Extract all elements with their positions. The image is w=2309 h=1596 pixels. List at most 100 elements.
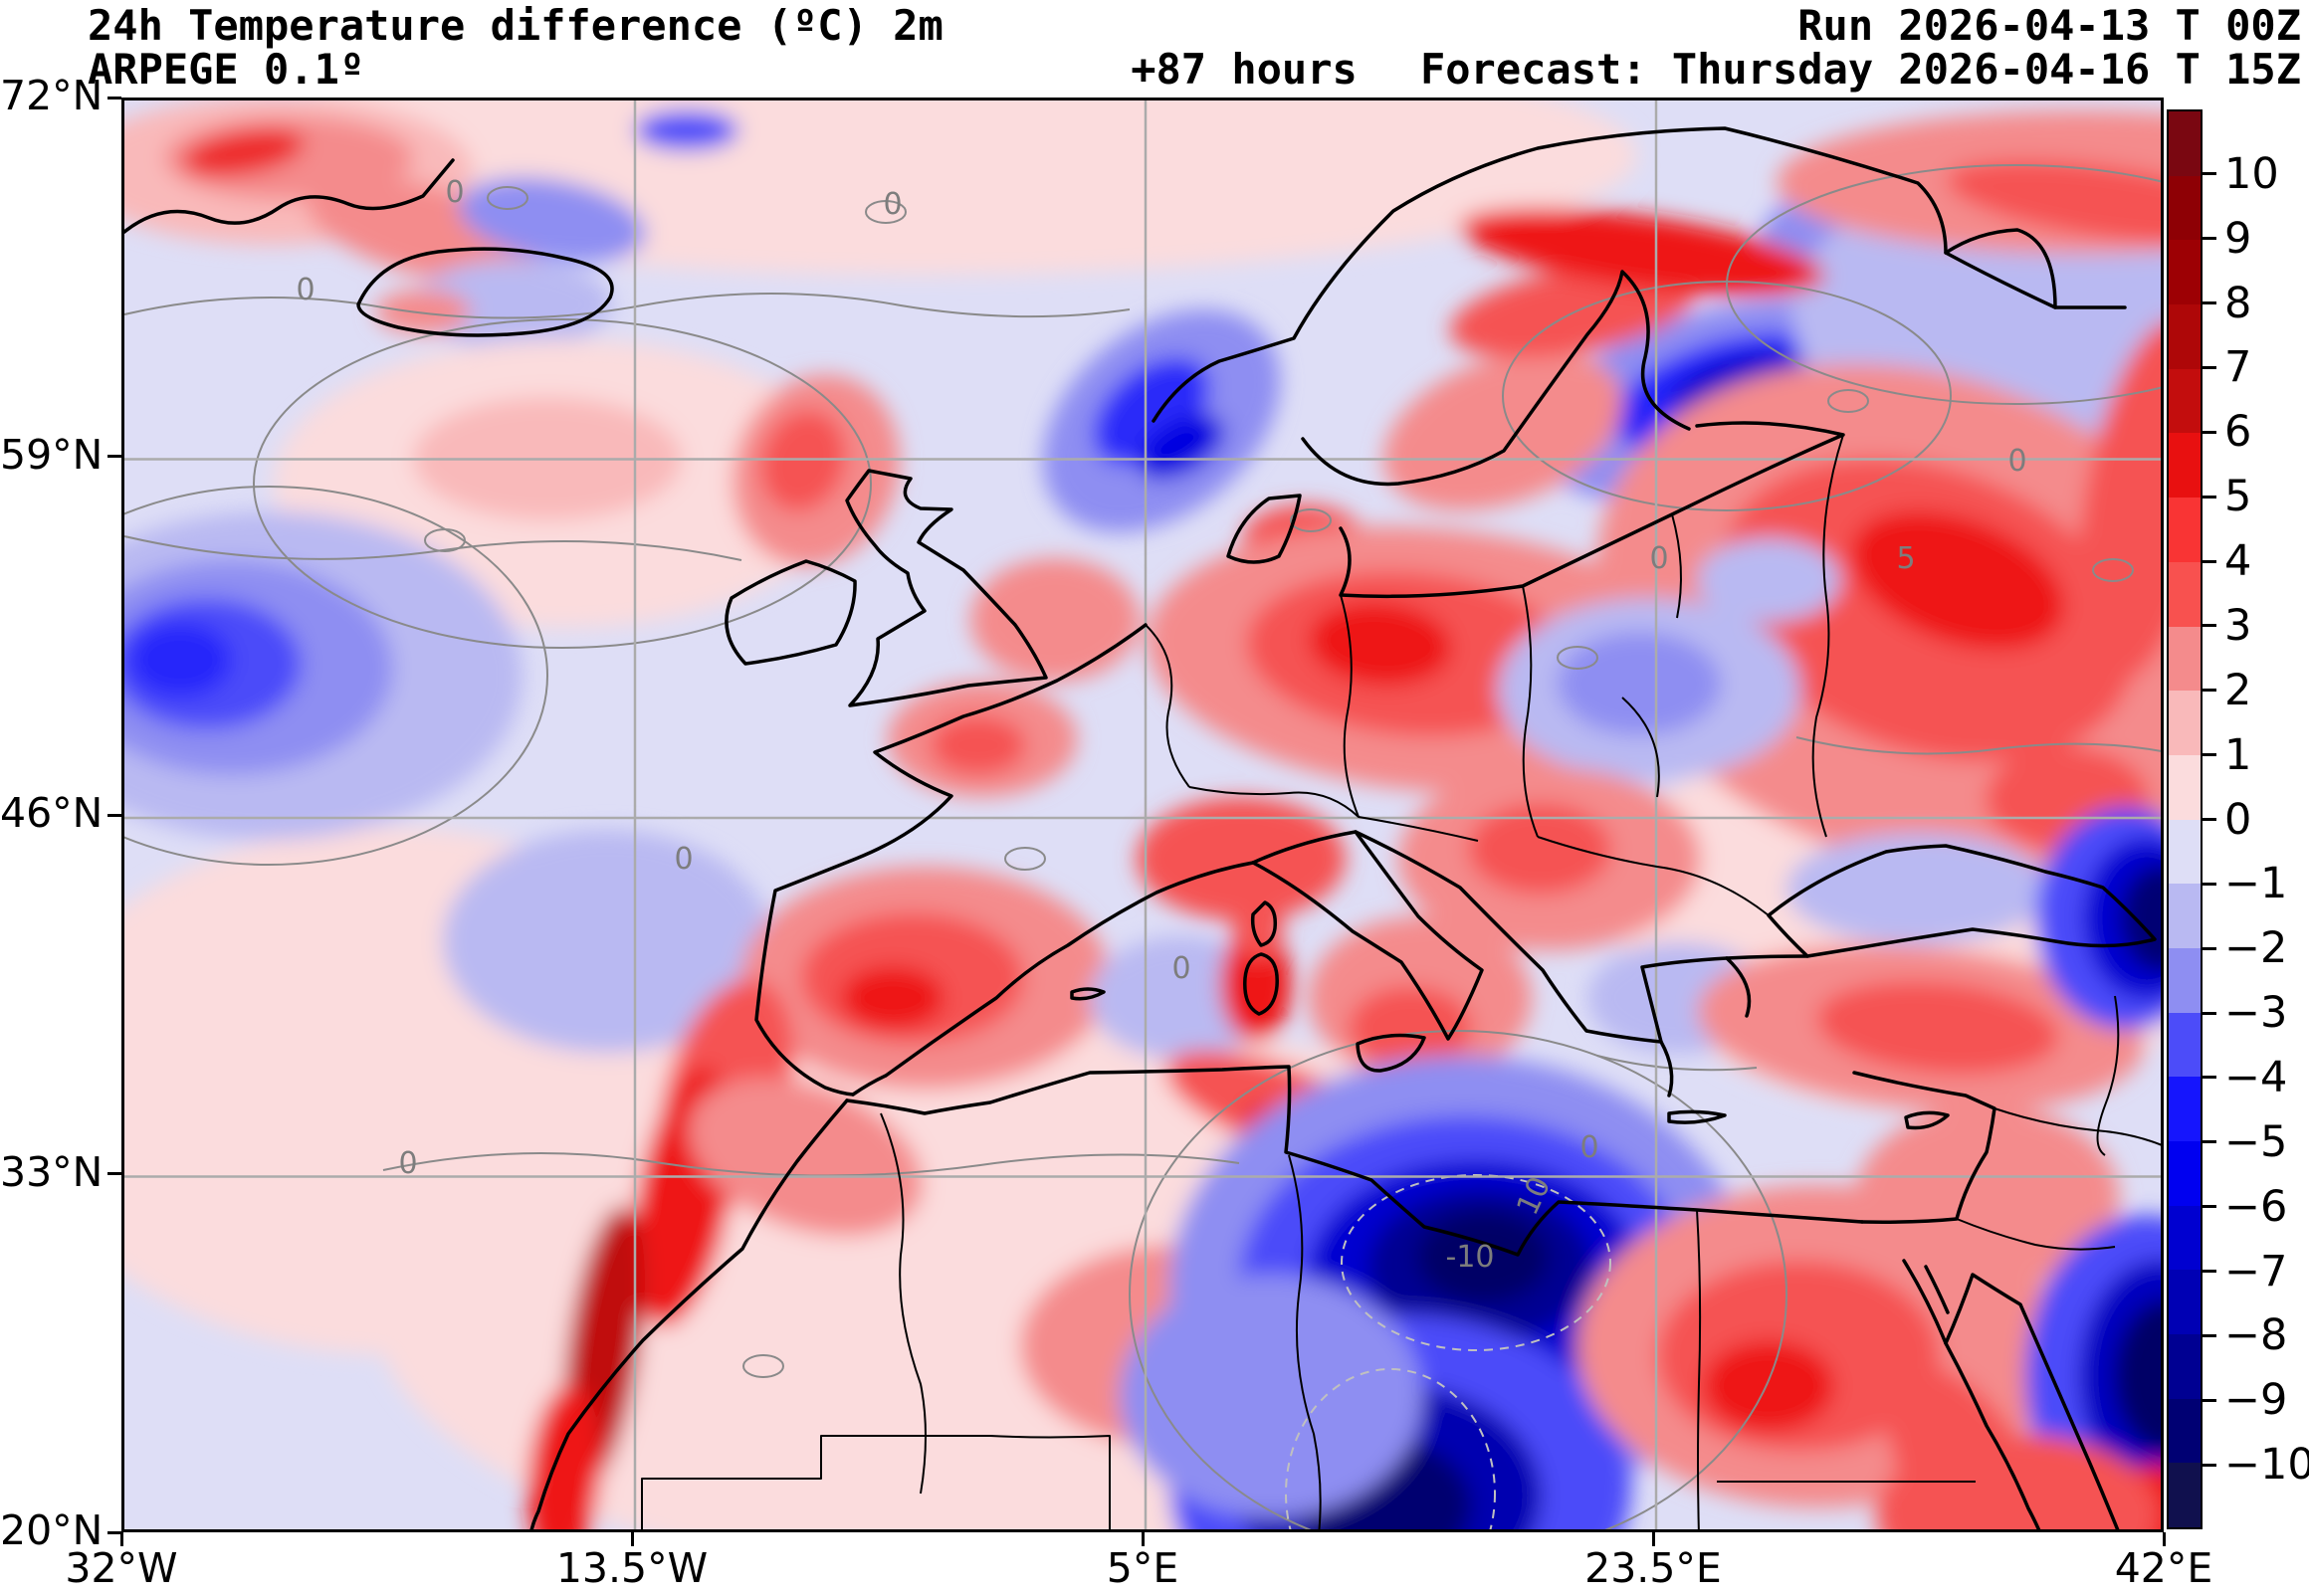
colorbar-segment (2169, 626, 2201, 692)
colorbar-tick-mark (2203, 1398, 2216, 1402)
coastline (1852, 1071, 1996, 1224)
y-tick-mark (107, 455, 121, 458)
colorbar-tick-mark (2203, 365, 2216, 369)
anomaly-blob (970, 558, 1140, 682)
colorbar-segment (2169, 691, 2201, 755)
y-tick-mark (107, 1530, 121, 1534)
anomaly-blob (689, 1078, 924, 1237)
colorbar-segment (2169, 1077, 2201, 1141)
forecast-timestamp: Forecast: Thursday 2026-04-16 T 15Z (1419, 45, 2301, 94)
colorbar-tick-mark (2203, 753, 2216, 757)
coastline (1902, 1259, 2041, 1529)
coastline (725, 559, 857, 666)
y-tick-label: 59°N (0, 430, 104, 479)
contour-value-label: 0 (1579, 1130, 1598, 1165)
x-tick-mark (119, 1532, 123, 1546)
country-border (641, 1435, 1111, 1529)
coastline (1251, 830, 1484, 1041)
country-border (1522, 585, 1539, 838)
y-tick-label: 33°N (0, 1147, 104, 1196)
x-tick-label: 42°E (2114, 1544, 2213, 1592)
contour-ring (1129, 1030, 1787, 1529)
page-title: 24h Temperature difference (ºC) 2m (88, 1, 944, 50)
colorbar-segment (2169, 1205, 2201, 1271)
x-tick-mark (1141, 1532, 1145, 1546)
model-label: ARPEGE 0.1º (88, 45, 365, 94)
colorbar-tick-mark (2203, 1076, 2216, 1080)
colorbar-segment (2169, 1012, 2201, 1078)
colorbar-segment (2169, 947, 2201, 1013)
country-border (1288, 1154, 1322, 1529)
colorbar-segment (2169, 240, 2201, 305)
anomaly-blob (1120, 1275, 1422, 1517)
contour-value-label: 0 (1649, 541, 1668, 576)
contour-value-label: 0 (674, 842, 693, 877)
x-tick-label: 23.5°E (1584, 1544, 1722, 1592)
small-contour-ring (1827, 389, 1869, 413)
colorbar-segment (2169, 819, 2201, 885)
coastline (124, 158, 455, 234)
small-contour-ring (1557, 646, 1598, 670)
lead-time-label: +87 hours (1131, 45, 1358, 94)
country-border (1956, 1218, 2116, 1251)
anomaly-blob (1468, 803, 1611, 895)
country-border (1340, 594, 1360, 818)
anomaly-blob (527, 1384, 601, 1529)
colorbar-tick-label: 10 (2224, 148, 2279, 199)
colorbar-tick-mark (2203, 946, 2216, 950)
small-contour-ring (424, 528, 466, 552)
colorbar-tick-label: 2 (2224, 665, 2252, 715)
coastline (1339, 421, 1845, 599)
country-border (1145, 624, 1190, 788)
colorbar-tick-label: 0 (2224, 794, 2252, 845)
anomaly-blob (128, 622, 232, 698)
coastline (529, 1098, 849, 1529)
colorbar-segment (2169, 754, 2201, 820)
contour-value-label: 0 (445, 175, 464, 210)
country-border (1188, 786, 1479, 842)
contour-value-label: 0 (2007, 444, 2026, 479)
anomaly-blob (1459, 208, 1825, 296)
anomaly-blob (2078, 318, 2161, 683)
colorbar-tick-label: −9 (2224, 1375, 2288, 1426)
colorbar-tick-label: 3 (2224, 600, 2252, 651)
x-tick-mark (2162, 1532, 2166, 1546)
colorbar-tick-label: 6 (2224, 407, 2252, 458)
coastline (1356, 1033, 1426, 1073)
anomaly-blob (1856, 1105, 2119, 1289)
small-contour-ring (487, 186, 528, 210)
colorbar-segment (2169, 1141, 2201, 1206)
coastline (1944, 228, 2057, 309)
anomaly-blob (375, 290, 471, 333)
anomaly-blob (1349, 986, 1472, 1070)
anomaly-blob (1309, 601, 1452, 687)
anomaly-blob (1137, 797, 1346, 920)
colorbar-tick-mark (2203, 172, 2216, 176)
contour-value-label: 5 (1896, 541, 1915, 576)
y-tick-mark (107, 1172, 121, 1175)
coastline (356, 247, 614, 337)
anomaly-blob (1220, 926, 1292, 1042)
colorbar-tick-label: −4 (2224, 1052, 2288, 1102)
colorbar-tick-mark (2203, 1011, 2216, 1015)
colorbar-tick-label: −2 (2224, 923, 2288, 974)
colorbar-tick-mark (2203, 237, 2216, 241)
anomaly-blob (182, 127, 306, 177)
x-tick-mark (630, 1532, 634, 1546)
coastline (1152, 126, 2127, 423)
colorbar-tick-mark (2203, 624, 2216, 628)
small-contour-ring (742, 1354, 784, 1378)
colorbar-segment (2169, 175, 2201, 241)
anomaly-blob (1138, 414, 1225, 480)
colorbar-segment (2169, 1398, 2201, 1464)
y-tick-mark (107, 813, 121, 817)
colorbar-tick-mark (2203, 818, 2216, 821)
x-tick-label: 13.5°W (555, 1544, 709, 1592)
anomaly-blob (1382, 350, 1623, 511)
small-contour-ring (1004, 847, 1046, 871)
coastline (1924, 1265, 1950, 1314)
colorbar-tick-label: −5 (2224, 1116, 2288, 1167)
colorbar-tick-mark (2203, 495, 2216, 499)
small-contour-ring (865, 200, 907, 224)
coastline (754, 623, 1148, 1097)
